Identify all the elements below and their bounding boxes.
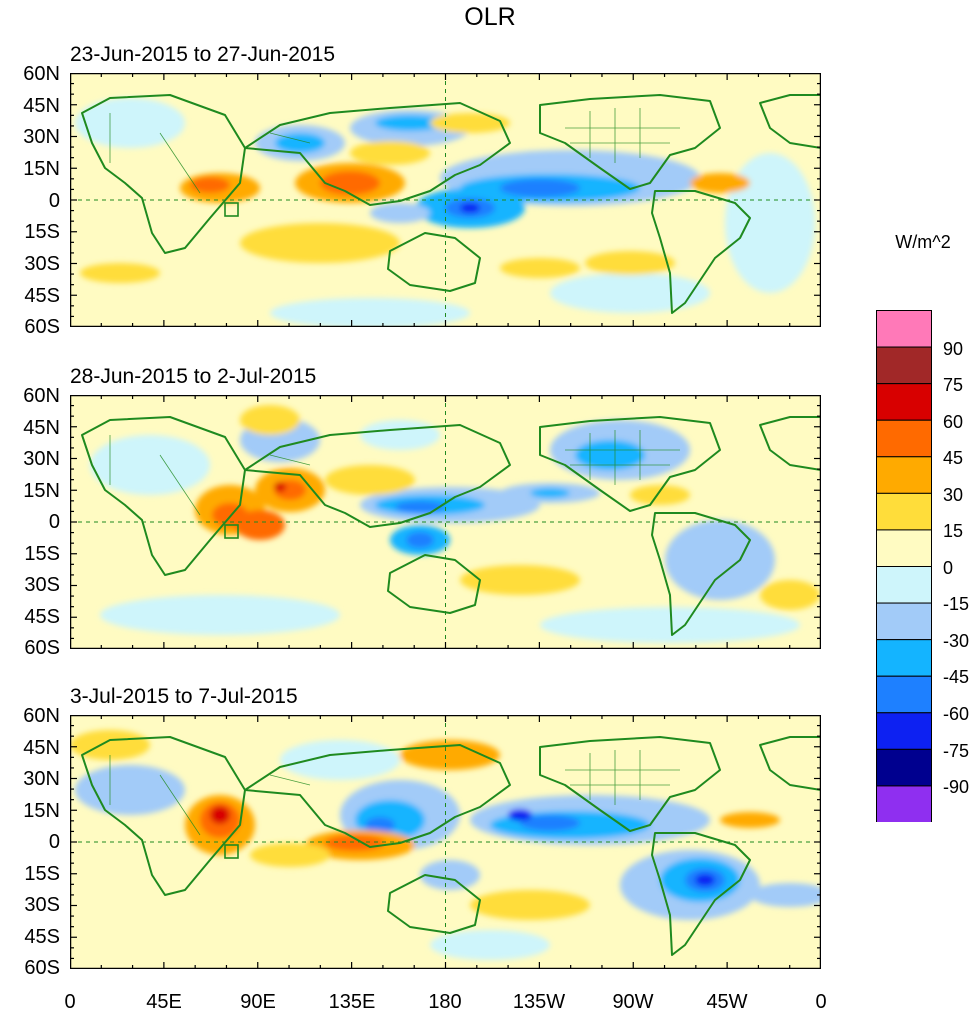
panel-3-lat-label: 0 [48, 831, 60, 853]
colorbar-swatch [876, 748, 932, 787]
colorbar-swatch [876, 419, 932, 458]
olr-map-panel-2 [70, 395, 821, 649]
lon-label: 135E [328, 991, 376, 1013]
colorbar [876, 310, 932, 822]
panel-2-lat-label: 30N [23, 448, 60, 470]
panel-1-lat-label: 60N [23, 63, 60, 85]
lon-label: 135W [512, 991, 566, 1013]
panel-3-lat-label: 15N [23, 800, 60, 822]
lon-label: 45E [146, 991, 182, 1013]
panel-3-lat-label: 60N [23, 705, 60, 727]
panel-1-lat-label: 0 [48, 190, 60, 212]
panel-2-title: 28-Jun-2015 to 2-Jul-2015 [70, 365, 317, 388]
olr-map-panel-1 [70, 73, 821, 327]
tick-marks [70, 715, 821, 969]
panel-1-lat-label: 30S [24, 253, 60, 275]
colorbar-label: -75 [943, 741, 970, 761]
colorbar-swatch [876, 785, 932, 822]
colorbar-swatch [876, 639, 932, 677]
lon-label: 0 [815, 991, 827, 1013]
panel-1-lat-label: 15N [23, 158, 60, 180]
tick-marks [70, 395, 821, 649]
panel-1-lat-label: 60S [24, 316, 60, 338]
lon-label: 45W [706, 991, 748, 1013]
colorbar-swatch [876, 492, 932, 531]
lon-label: 180 [428, 991, 462, 1013]
colorbar-swatch [876, 346, 932, 385]
colorbar-label: 15 [943, 521, 964, 541]
colorbar-swatch [876, 383, 932, 421]
panel-3-lat-label: 30N [23, 768, 60, 790]
panel-3-title: 3-Jul-2015 to 7-Jul-2015 [70, 685, 298, 708]
figure-title: OLR [464, 3, 516, 31]
panel-3-lat-label: 60S [24, 957, 60, 979]
colorbar-label: 30 [943, 485, 964, 505]
colorbar-label: -45 [943, 667, 970, 687]
colorbar-label: -30 [943, 631, 970, 651]
colorbar-label: 60 [943, 412, 964, 432]
colorbar-label: -60 [943, 704, 970, 724]
colorbar-units: W/m^2 [895, 232, 951, 252]
panel-1-lat-label: 30N [23, 126, 60, 148]
colorbar-swatch [876, 712, 932, 750]
colorbar-swatch [876, 675, 932, 714]
colorbar-swatch [876, 310, 932, 348]
colorbar-label: 45 [943, 448, 964, 468]
panel-3-lat-label: 45N [23, 737, 60, 759]
panel-1-lat-label: 15S [24, 221, 60, 243]
colorbar-swatch [876, 566, 932, 604]
panel-3-lat-label: 45S [24, 926, 60, 948]
panel-2-lat-label: 15N [23, 480, 60, 502]
panel-1-lat-label: 45S [24, 285, 60, 307]
colorbar-label: 90 [943, 339, 964, 359]
lon-label: 90W [612, 991, 654, 1013]
panel-2-lat-label: 60N [23, 385, 60, 407]
colorbar-label: -90 [943, 777, 970, 797]
lon-label: 0 [64, 991, 76, 1013]
colorbar-label: 75 [943, 375, 964, 395]
tick-marks [70, 73, 821, 327]
colorbar-swatch [876, 529, 932, 568]
panel-1-title: 23-Jun-2015 to 27-Jun-2015 [70, 43, 336, 66]
panel-1-lat-label: 45N [23, 95, 60, 117]
colorbar-label: -15 [943, 594, 970, 614]
panel-2-lat-label: 45N [23, 417, 60, 439]
panel-2-lat-label: 0 [48, 511, 60, 533]
colorbar-label: 0 [943, 558, 954, 578]
panel-2-lat-label: 30S [24, 574, 60, 596]
panel-2-lat-label: 45S [24, 606, 60, 628]
panel-2-lat-label: 15S [24, 543, 60, 565]
olr-map-panel-3 [70, 715, 821, 969]
panel-3-lat-label: 15S [24, 863, 60, 885]
colorbar-swatch [876, 456, 932, 494]
lon-label: 90E [240, 991, 276, 1013]
colorbar-swatch [876, 602, 932, 641]
panel-3-lat-label: 30S [24, 894, 60, 916]
panel-2-lat-label: 60S [24, 637, 60, 659]
